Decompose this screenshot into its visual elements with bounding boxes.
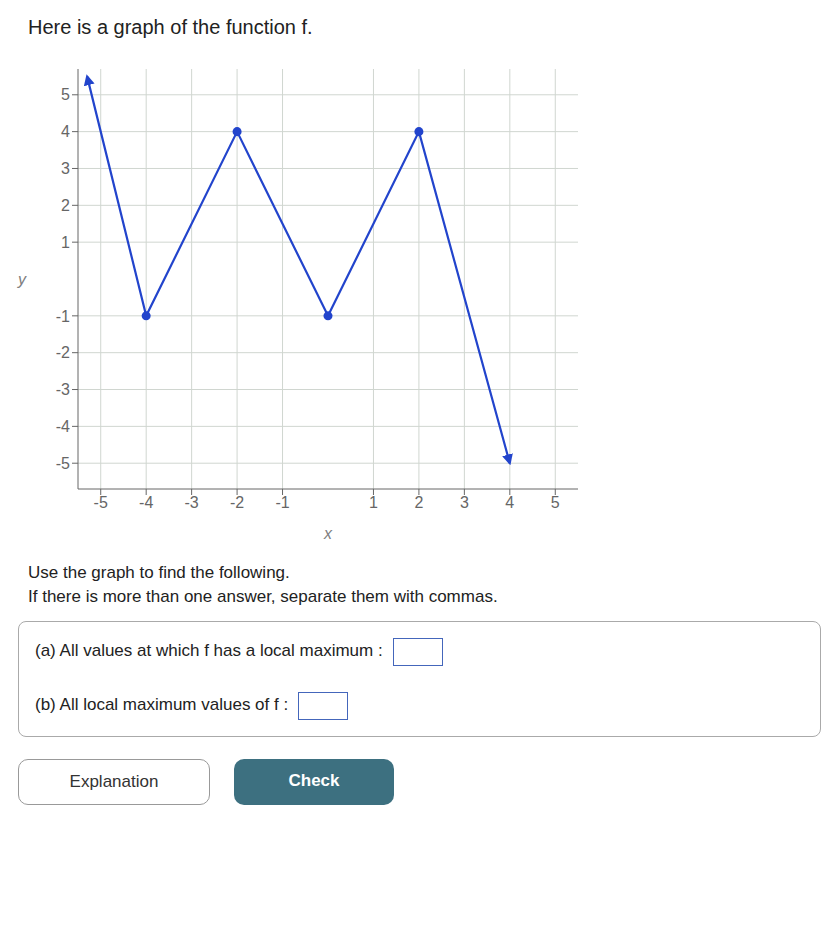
svg-text:4: 4 <box>61 123 70 140</box>
svg-text:-5: -5 <box>94 494 108 511</box>
svg-text:-3: -3 <box>185 494 199 511</box>
svg-text:-4: -4 <box>139 494 153 511</box>
svg-text:-1: -1 <box>56 308 70 325</box>
svg-text:4: 4 <box>505 494 514 511</box>
svg-text:-2: -2 <box>56 344 70 361</box>
html-text:Use the graph to find the foll: Use the graph to find the following. <box>28 563 290 582</box>
svg-text:3: 3 <box>460 494 469 511</box>
svg-text:5: 5 <box>61 86 70 103</box>
svg-text:y: y <box>17 271 27 288</box>
html-text:(a) All values at which f has: (a) All values at which f has a local ma… <box>35 641 383 661</box>
svg-text:5: 5 <box>551 494 560 511</box>
svg-text:-3: -3 <box>56 381 70 398</box>
svg-text:3: 3 <box>61 160 70 177</box>
svg-text:x: x <box>323 525 333 542</box>
svg-text:2: 2 <box>61 197 70 214</box>
html-text:If there is more than one answ: If there is more than one answer, separa… <box>28 587 498 606</box>
svg-text:1: 1 <box>61 234 70 251</box>
svg-text:-2: -2 <box>230 494 244 511</box>
html-text:(b) All local maximum values o: (b) All local maximum values of f : <box>35 695 289 715</box>
svg-text:1: 1 <box>369 494 378 511</box>
svg-text:2: 2 <box>414 494 423 511</box>
html-text:Explanation: Explanation <box>69 772 159 791</box>
svg-text:-1: -1 <box>275 494 289 511</box>
html-text:Here is a graph of the functio: Here is a graph of the function f. <box>28 16 313 38</box>
svg-text:-4: -4 <box>56 418 70 435</box>
html-text:Check: Check <box>288 771 340 790</box>
svg-text:-5: -5 <box>56 455 70 472</box>
